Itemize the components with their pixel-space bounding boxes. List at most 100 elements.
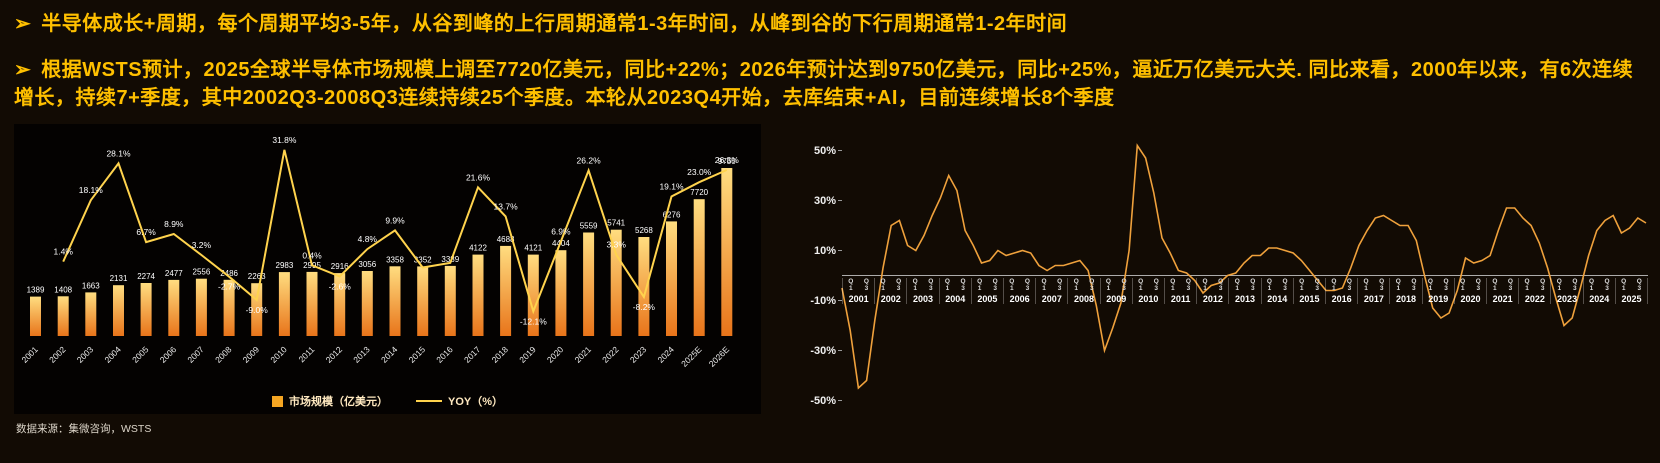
svg-text:7720: 7720 <box>690 188 708 197</box>
svg-text:4404: 4404 <box>552 239 570 248</box>
svg-text:19.1%: 19.1% <box>659 182 684 192</box>
annual-market-chart-panel: 1389 2001 1408 2002 1663 2003 2131 2004 2274 2005… <box>14 124 761 414</box>
svg-text:2025E: 2025E <box>679 344 704 369</box>
year-label: 2023 <box>1557 294 1578 304</box>
year-tick: Q 1 Q 3 2005 <box>970 278 1003 304</box>
svg-text:8.9%: 8.9% <box>164 219 184 229</box>
svg-text:2002: 2002 <box>47 344 68 365</box>
bullet-arrow-icon: ➢ <box>14 59 32 81</box>
svg-text:0.4%: 0.4% <box>302 250 322 260</box>
svg-text:2024: 2024 <box>655 344 676 365</box>
bullet-1: ➢ 半导体成长+周期，每个周期平均3-5年，从谷到峰的上行周期通常1-3年时间，从… <box>14 10 1646 38</box>
year-tick: Q 1 Q 3 2021 <box>1486 278 1518 304</box>
svg-text:1389: 1389 <box>27 286 45 295</box>
quarterly-yoy-chart-panel: 50% 30% 10% -10% -30% -50% Q 1 Q 3 2001 Q 1 Q 3 2002 Q 1… <box>798 126 1660 431</box>
svg-text:2026E: 2026E <box>707 344 732 369</box>
svg-text:10%: 10% <box>814 245 836 257</box>
svg-text:-10%: -10% <box>810 295 836 307</box>
year-tick: Q 1 Q 3 2001 <box>842 278 874 304</box>
bullet-arrow-icon: ➢ <box>14 13 32 35</box>
svg-text:2017: 2017 <box>462 344 483 365</box>
year-label: 2019 <box>1428 294 1449 304</box>
svg-text:1.4%: 1.4% <box>54 247 74 257</box>
svg-text:2004: 2004 <box>102 344 123 365</box>
year-label: 2003 <box>912 294 934 304</box>
svg-text:30%: 30% <box>814 195 836 207</box>
svg-text:26.2%: 26.2% <box>577 155 602 165</box>
svg-text:3358: 3358 <box>386 255 404 264</box>
svg-text:2001: 2001 <box>19 344 40 365</box>
year-tick: Q 1 Q 3 2022 <box>1518 278 1550 304</box>
svg-text:2008: 2008 <box>213 344 234 365</box>
year-label: 2012 <box>1202 294 1223 304</box>
svg-text:5741: 5741 <box>607 219 625 228</box>
svg-text:2022: 2022 <box>600 344 621 365</box>
year-tick: Q 1 Q 3 2012 <box>1196 278 1228 304</box>
year-tick: Q 1 Q 3 2020 <box>1453 278 1486 304</box>
year-label: 2013 <box>1235 294 1256 304</box>
svg-text:2005: 2005 <box>130 344 151 365</box>
svg-text:-30%: -30% <box>810 345 836 357</box>
chart1-legend: 市场规模（亿美元） YOY（%） <box>14 393 761 409</box>
bar-series-swatch-icon <box>271 395 283 407</box>
year-tick: Q 1 Q 3 2009 <box>1099 278 1132 304</box>
year-label: 2017 <box>1363 294 1384 304</box>
svg-text:3.2%: 3.2% <box>192 240 212 250</box>
legend-market-size: 市场规模（亿美元） <box>271 393 388 409</box>
svg-text:18.1%: 18.1% <box>79 185 104 195</box>
svg-text:2003: 2003 <box>75 344 96 365</box>
svg-text:1408: 1408 <box>54 285 72 294</box>
quarterly-yoy-line-chart: 50% 30% 10% -10% -30% -50% <box>810 143 1648 407</box>
year-label: 2015 <box>1299 294 1320 304</box>
svg-text:2006: 2006 <box>158 344 179 365</box>
line-series-swatch-icon <box>415 400 442 402</box>
year-tick: Q 1 Q 3 2011 <box>1164 278 1196 304</box>
svg-text:4.8%: 4.8% <box>358 234 378 244</box>
svg-text:2023: 2023 <box>628 344 649 365</box>
svg-text:2013: 2013 <box>351 344 372 365</box>
year-label: 2010 <box>1138 294 1159 304</box>
svg-text:9.9%: 9.9% <box>385 215 405 225</box>
svg-text:23.0%: 23.0% <box>687 167 712 177</box>
year-tick: Q 1 Q 3 2010 <box>1131 278 1164 304</box>
svg-text:6276: 6276 <box>663 210 681 219</box>
year-label: 2025 <box>1621 294 1642 304</box>
svg-text:2011: 2011 <box>296 344 316 364</box>
year-tick: Q 1 Q 3 2023 <box>1550 278 1582 304</box>
svg-text:1663: 1663 <box>82 281 100 290</box>
year-tick: Q 1 Q 3 2017 <box>1357 278 1389 304</box>
svg-text:-2.7%: -2.7% <box>218 282 241 292</box>
svg-text:2010: 2010 <box>268 344 289 365</box>
year-label: 2022 <box>1524 294 1545 304</box>
svg-text:2018: 2018 <box>490 344 511 365</box>
svg-text:4121: 4121 <box>524 244 542 253</box>
bullet-2-text: 根据WSTS预计，2025全球半导体市场规模上调至7720亿美元，同比+22%；… <box>14 59 1634 109</box>
year-label: 2011 <box>1170 294 1191 304</box>
year-tick: Q 1 Q 3 2008 <box>1067 278 1099 304</box>
svg-text:21.6%: 21.6% <box>466 172 491 182</box>
svg-text:50%: 50% <box>814 145 836 157</box>
svg-text:31.8%: 31.8% <box>272 135 297 145</box>
svg-text:2019: 2019 <box>517 344 538 365</box>
year-label: 2001 <box>848 294 869 304</box>
